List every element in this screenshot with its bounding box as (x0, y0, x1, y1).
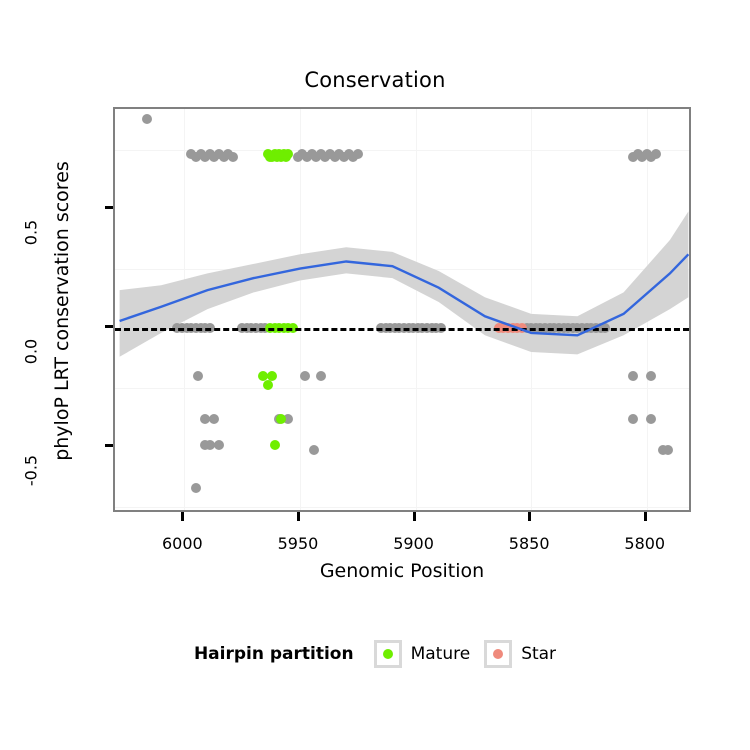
scatter-point (262, 149, 273, 160)
x-axis-label: Genomic Position (319, 560, 485, 582)
x-axis-tick-label: 6000 (162, 534, 203, 553)
scatter-point (651, 149, 661, 160)
scatter-point (627, 413, 638, 424)
smooth-trend-line (119, 253, 689, 337)
scatter-point (299, 370, 310, 381)
legend-items: Mature Star (373, 640, 556, 668)
x-axis-tick-label: 5800 (624, 534, 666, 553)
legend-title: Hairpin partition (193, 644, 354, 664)
confidence-band-area (119, 211, 689, 357)
legend-dot-icon (382, 649, 393, 659)
scatter-point (308, 444, 319, 455)
y-axis-tick-label: -0.5 (21, 455, 41, 487)
y-axis-label: phyloP LRT conservation scores (51, 161, 73, 461)
legend-item[interactable]: Mature (373, 640, 471, 668)
legend-key-swatch (373, 640, 402, 668)
y-axis-tick-mark (105, 444, 113, 448)
y-axis-tick-label: 0.5 (21, 219, 41, 246)
scatter-point (227, 151, 238, 162)
smooth-trend-path (119, 253, 689, 337)
legend-key-swatch (484, 640, 513, 668)
x-axis-tick-label: 5950 (277, 534, 319, 553)
confidence-band (119, 211, 689, 357)
scatter-point (200, 413, 211, 424)
scatter-point (142, 113, 153, 124)
scatter-point (269, 439, 280, 450)
zero-reference-line (115, 328, 689, 332)
scatter-point (262, 380, 273, 391)
scatter-point (276, 413, 287, 424)
scatter-point (204, 439, 215, 450)
scatter-point (267, 370, 278, 381)
scatter-point (209, 413, 220, 424)
scatter-point (627, 370, 638, 381)
x-axis-tick-mark (412, 512, 416, 521)
gridline-horizontal (115, 149, 689, 151)
scatter-point (662, 444, 673, 455)
legend: Hairpin partition Mature Star (0, 640, 750, 668)
y-axis-tick-label: 0.0 (21, 338, 41, 365)
x-axis-tick-mark (296, 512, 300, 521)
scatter-point (352, 149, 363, 160)
plot-panel (113, 107, 691, 512)
x-axis-tick-mark (528, 512, 532, 521)
scatter-point (190, 482, 201, 493)
y-axis-tick-mark (105, 325, 113, 329)
legend-item-label: Mature (410, 644, 471, 664)
gridline-horizontal (115, 387, 689, 389)
x-axis-tick-label: 5850 (508, 534, 550, 553)
scatter-point (214, 439, 225, 450)
y-axis-tick-mark (105, 206, 113, 210)
page-title: Conservation (304, 68, 446, 92)
scatter-point (193, 370, 204, 381)
x-axis-tick-label: 5900 (393, 534, 434, 553)
legend-item-label: Star (521, 644, 557, 664)
scatter-point (283, 149, 294, 160)
x-axis-tick-mark (643, 512, 647, 521)
gridline-vertical (415, 109, 417, 510)
gridline-vertical (531, 109, 533, 510)
scatter-point (646, 413, 657, 424)
scatter-point (257, 370, 268, 381)
gridline-horizontal (115, 506, 689, 508)
legend-item[interactable]: Star (484, 640, 556, 668)
scatter-point (315, 370, 326, 381)
gridline-vertical (299, 109, 301, 510)
x-axis-tick-mark (181, 512, 185, 521)
legend-dot-icon (493, 649, 504, 659)
scatter-point (283, 413, 294, 424)
scatter-point (646, 370, 657, 381)
